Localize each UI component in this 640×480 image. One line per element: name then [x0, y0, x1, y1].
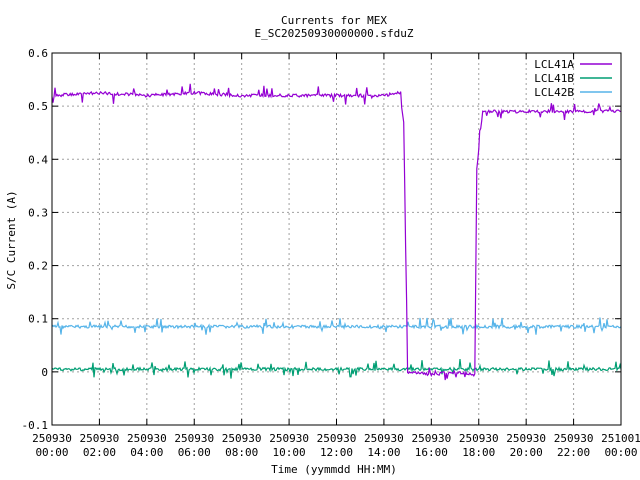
x-tick-label-time: 12:00 — [320, 446, 353, 459]
y-tick-label: 0 — [41, 366, 48, 379]
x-tick-label-date: 251001 — [601, 432, 640, 445]
y-axis-label: S/C Current (A) — [5, 190, 18, 289]
x-tick-label-date: 250930 — [554, 432, 594, 445]
x-tick-label-date: 250930 — [506, 432, 546, 445]
x-tick-label-time: 02:00 — [83, 446, 116, 459]
y-tick-label: -0.1 — [22, 419, 49, 432]
x-tick-label-time: 08:00 — [225, 446, 258, 459]
y-tick-label: 0.1 — [28, 313, 48, 326]
series-line-lcl41b — [51, 359, 622, 379]
x-tick-label-time: 20:00 — [510, 446, 543, 459]
x-tick-label-date: 250930 — [317, 432, 357, 445]
x-tick-label-date: 250930 — [32, 432, 72, 445]
series-line-lcl41a — [51, 83, 622, 381]
x-tick-label-date: 250930 — [459, 432, 499, 445]
x-tick-label-date: 250930 — [364, 432, 404, 445]
x-tick-label-time: 16:00 — [415, 446, 448, 459]
y-tick-label: 0.4 — [28, 153, 48, 166]
x-tick-label-date: 250930 — [222, 432, 262, 445]
x-tick-label-date: 250930 — [269, 432, 309, 445]
x-tick-label-time: 10:00 — [273, 446, 306, 459]
x-tick-label-time: 14:00 — [367, 446, 400, 459]
y-tick-label: 0.2 — [28, 260, 48, 273]
x-axis-label: Time (yymmdd HH:MM) — [271, 463, 397, 476]
y-tick-label: 0.6 — [28, 47, 48, 60]
x-tick-label-time: 18:00 — [462, 446, 495, 459]
x-tick-label-time: 04:00 — [130, 446, 163, 459]
series-group — [51, 83, 622, 381]
x-tick-label-date: 250930 — [411, 432, 451, 445]
y-tick-label: 0.5 — [28, 100, 48, 113]
legend-label: LCL41A — [534, 58, 574, 71]
x-tick-label-time: 00:00 — [604, 446, 637, 459]
x-tick-label-date: 250930 — [174, 432, 214, 445]
axis-ticks: 25093000:0025093002:0025093004:002509300… — [22, 47, 640, 459]
x-tick-label-time: 06:00 — [178, 446, 211, 459]
legend-label: LCL41B — [534, 72, 574, 85]
chart-subtitle: E_SC20250930000000.sfduZ — [255, 27, 414, 40]
plot-frame — [51, 52, 622, 426]
x-tick-label-date: 250930 — [127, 432, 167, 445]
y-tick-label: 0.3 — [28, 206, 48, 219]
chart-title: Currents for MEX — [281, 14, 387, 27]
legend-label: LCL42B — [534, 86, 574, 99]
x-tick-label-time: 00:00 — [35, 446, 68, 459]
x-tick-label-time: 22:00 — [557, 446, 590, 459]
x-tick-label-date: 250930 — [80, 432, 120, 445]
grid — [52, 53, 621, 425]
series-line-lcl42b — [51, 317, 622, 335]
